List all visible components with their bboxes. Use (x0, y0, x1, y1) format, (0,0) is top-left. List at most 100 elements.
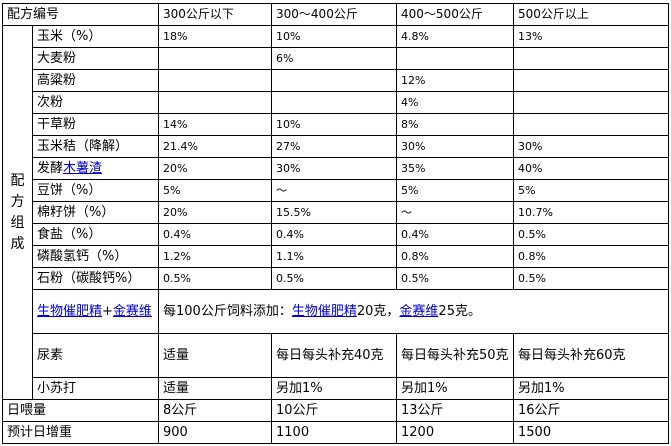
value-cell: 另加1% (513, 377, 670, 400)
table-row: 大麦粉 6% (3, 47, 670, 70)
feed-formula-table: 配方编号 300公斤以下 300～400公斤 400～500公斤 500公斤以上… (1, 3, 670, 444)
value-cell: 10公斤 (271, 399, 398, 422)
value-cell: 20% (158, 157, 273, 180)
value-cell (158, 91, 273, 114)
jinsaiwei-link[interactable]: 金赛维 (112, 304, 152, 319)
table-row: 配方组成 玉米（%） 18% 10% 4.8% 13% (2, 25, 670, 400)
value-cell: 5% (513, 179, 670, 202)
value-cell: 8% (396, 113, 515, 136)
bio-fattener-link[interactable]: 生物催肥精 (37, 304, 103, 319)
value-cell (513, 91, 670, 114)
table-row: 玉米秸（降解） 21.4% 27% 30% 30% (3, 135, 670, 158)
table-row: 棉籽饼（%） 20% 15.5% ～ 10.7% (3, 201, 670, 224)
value-cell: 1100 (271, 421, 398, 444)
value-cell: 0.4% (271, 223, 398, 246)
value-cell: 12% (396, 69, 515, 92)
value-cell (513, 69, 670, 92)
value-cell: 另加1% (396, 377, 515, 400)
row-label: 次粉 (31, 91, 160, 114)
row-label: 日喂量 (1, 399, 160, 422)
value-cell: 15.5% (271, 201, 398, 224)
jinsaiwei-link[interactable]: 金赛维 (399, 304, 439, 319)
value-cell: 适量 (158, 333, 273, 378)
row-label: 发酵木薯渣 (31, 157, 160, 180)
additive-row: 生物催肥精+金赛维 每100公斤饲料添加：生物催肥精20克，金赛维25克。 (3, 289, 670, 334)
value-cell: 0.5% (513, 267, 670, 290)
value-cell: 30% (396, 135, 515, 158)
table-row: 高粱粉 12% (3, 69, 670, 92)
value-cell: 14% (158, 113, 273, 136)
value-cell: 10.7% (513, 201, 670, 224)
value-cell: 0.4% (158, 223, 273, 246)
row-label: 干草粉 (31, 113, 160, 136)
value-cell: 每日每头补充50克 (396, 333, 515, 378)
header-col: 300公斤以下 (158, 3, 273, 26)
value-cell: 1500 (513, 421, 670, 444)
table-row: 发酵木薯渣 20% 30% 35% 40% (3, 157, 670, 180)
daily-gain-row: 预计日增重 900 1100 1200 1500 (1, 421, 670, 444)
urea-row: 尿素 适量 每日每头补充40克 每日每头补充50克 每日每头补充60克 (3, 333, 670, 378)
table-row: 豆饼（%） 5% ～ 5% 5% (3, 179, 670, 202)
value-cell: 30% (271, 157, 398, 180)
value-cell: 0.4% (396, 223, 515, 246)
value-cell (271, 91, 398, 114)
row-label: 豆饼（%） (31, 179, 160, 202)
row-label: 玉米秸（降解） (31, 135, 160, 158)
value-cell: 4% (396, 91, 515, 114)
value-cell: 5% (158, 179, 273, 202)
additive-label: 生物催肥精+金赛维 (31, 289, 160, 334)
value-cell: 0.5% (396, 267, 515, 290)
value-cell: 每日每头补充60克 (513, 333, 670, 378)
plus-sign: + (102, 304, 113, 319)
value-cell (513, 47, 670, 70)
header-row: 配方编号 300公斤以下 300～400公斤 400～500公斤 500公斤以上 (1, 3, 670, 26)
value-cell: 8公斤 (158, 399, 273, 422)
header-label: 配方编号 (1, 3, 160, 26)
soda-row: 小苏打 适量 另加1% 另加1% 另加1% (3, 377, 670, 400)
header-col: 300～400公斤 (271, 3, 398, 26)
additive-text: 每100公斤饲料添加：生物催肥精20克，金赛维25克。 (158, 289, 670, 334)
table-row: 干草粉 14% 10% 8% (3, 113, 670, 136)
value-cell (158, 47, 273, 70)
row-label: 磷酸氢钙（%） (31, 245, 160, 268)
value-cell: 13% (513, 25, 670, 48)
value-cell: 27% (271, 135, 398, 158)
row-label: 预计日增重 (1, 421, 160, 444)
value-cell: 0.5% (271, 267, 398, 290)
value-cell: 13公斤 (396, 399, 515, 422)
value-cell: 0.8% (396, 245, 515, 268)
value-cell: 30% (513, 135, 670, 158)
value-cell (271, 69, 398, 92)
value-cell (158, 69, 273, 92)
bio-fattener-link[interactable]: 生物催肥精 (291, 304, 357, 319)
group-label-cell: 配方组成 (2, 25, 33, 400)
text-mid: 20克， (356, 304, 400, 319)
row-label: 食盐（%） (31, 223, 160, 246)
row-label: 尿素 (31, 333, 160, 378)
header-col: 500公斤以上 (513, 3, 670, 26)
row-label: 高粱粉 (31, 69, 160, 92)
table-row: 食盐（%） 0.4% 0.4% 0.4% 0.5% (3, 223, 670, 246)
group-label: 配方组成 (10, 172, 25, 252)
row-label: 棉籽饼（%） (31, 201, 160, 224)
value-cell (513, 113, 670, 136)
value-cell: ～ (271, 179, 398, 202)
value-cell: 10% (271, 113, 398, 136)
label-prefix: 发酵 (37, 161, 64, 176)
cassava-residue-link[interactable]: 木薯渣 (63, 161, 103, 176)
daily-feed-row: 日喂量 8公斤 10公斤 13公斤 16公斤 (1, 399, 670, 422)
value-cell: 21.4% (158, 135, 273, 158)
value-cell: 16公斤 (513, 399, 670, 422)
text-prefix: 每100公斤饲料添加： (163, 304, 292, 319)
row-label: 小苏打 (31, 377, 160, 400)
value-cell: 另加1% (271, 377, 398, 400)
table-row: 磷酸氢钙（%） 1.2% 1.1% 0.8% 0.8% (3, 245, 670, 268)
value-cell: 1.1% (271, 245, 398, 268)
value-cell: 0.8% (513, 245, 670, 268)
value-cell: 1.2% (158, 245, 273, 268)
value-cell: ～ (396, 201, 515, 224)
value-cell: 900 (158, 421, 273, 444)
value-cell: 每日每头补充40克 (271, 333, 398, 378)
value-cell (396, 47, 515, 70)
value-cell: 18% (158, 25, 273, 48)
